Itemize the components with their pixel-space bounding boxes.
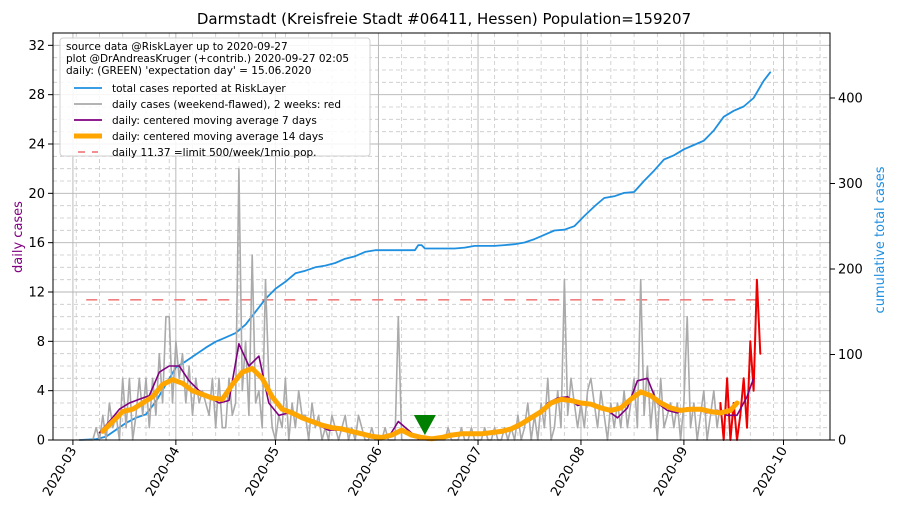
y-left-tick-label: 32 xyxy=(28,39,45,54)
series-layer xyxy=(78,71,772,442)
y-left-tick-label: 20 xyxy=(28,187,45,202)
y-right-tick-label: 100 xyxy=(838,348,863,363)
legend-header-line: plot @DrAndreasKruger (+contrib.) 2020-0… xyxy=(66,53,349,65)
moving-average-14-line xyxy=(100,366,740,442)
plot-frame xyxy=(52,32,831,441)
y-right-tick-label: 400 xyxy=(838,91,863,106)
y-axis-right-label: cumulative total cases xyxy=(873,166,888,313)
y-right-tick-label: 300 xyxy=(838,177,863,192)
legend-header-line: source data @RiskLayer up to 2020-09-27 xyxy=(66,41,288,53)
y-left-tick-label: 12 xyxy=(28,286,45,301)
y-right-tick-label: 0 xyxy=(838,434,846,449)
y-left-tick-label: 4 xyxy=(37,384,45,399)
grid xyxy=(52,32,830,441)
y-left-tick-label: 16 xyxy=(28,236,45,251)
daily-cases-recent-line xyxy=(719,278,762,441)
chart-title: Darmstadt (Kreisfreie Stadt #06411, Hess… xyxy=(197,10,691,28)
y-left-tick-label: 28 xyxy=(28,88,45,103)
legend-entry-label: total cases reported at RiskLayer xyxy=(112,83,286,95)
expectation-day-marker xyxy=(413,414,436,435)
legend-entry-label: daily: centered moving average 7 days xyxy=(112,115,317,127)
legend-entry-label: daily: centered moving average 14 days xyxy=(112,131,324,143)
legend-box xyxy=(59,37,371,157)
y-left-tick-label: 0 xyxy=(37,434,45,449)
y-right-tick-label: 200 xyxy=(838,262,863,277)
legend-entry-label: daily 11.37 =limit 500/week/1mio pop. xyxy=(112,147,317,159)
total-cases-line xyxy=(78,71,772,441)
legend-entry-label: daily cases (weekend-flawed), 2 weeks: r… xyxy=(112,99,341,111)
y-left-tick-label: 24 xyxy=(28,138,45,153)
legend: source data @RiskLayer up to 2020-09-27p… xyxy=(59,37,371,159)
y-left-tick-label: 8 xyxy=(37,335,45,350)
legend-header-line: daily: (GREEN) 'expectation day' = 15.06… xyxy=(66,65,311,77)
y-axis-left-label: daily cases xyxy=(11,201,26,273)
